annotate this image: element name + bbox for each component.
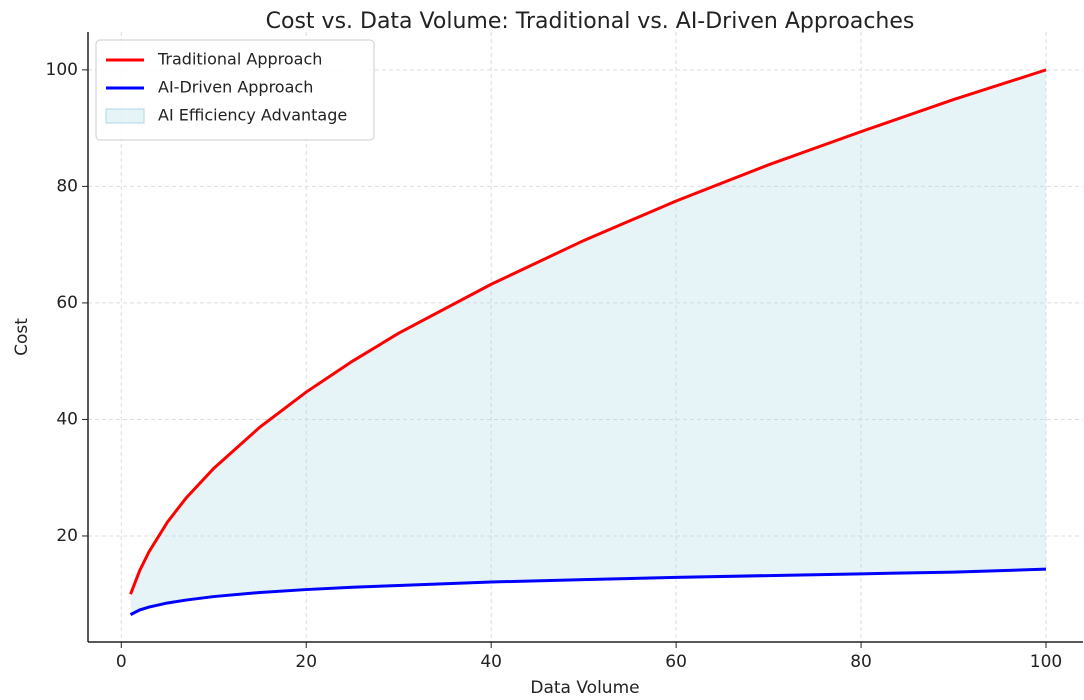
x-tick-label: 60 [665,652,687,672]
x-tick-label: 20 [295,652,317,672]
x-tick-label: 0 [116,652,127,672]
legend-label: Traditional Approach [157,50,322,69]
chart-title: Cost vs. Data Volume: Traditional vs. AI… [266,9,915,34]
legend-box [95,39,375,141]
x-tick-label: 80 [850,652,872,672]
line [129,567,1047,616]
y-tick-label: 60 [56,293,78,313]
fill-area [130,69,1047,615]
y-tick-label: 80 [56,176,78,196]
y-tick-label: 40 [56,409,78,429]
x-tick-label: 100 [1030,652,1062,672]
y-tick-label: 20 [56,526,78,546]
y-axis-label: Cost [12,318,32,356]
legend-label: AI Efficiency Advantage [158,106,347,125]
line [129,68,1047,595]
y-tick-label: 100 [46,60,78,80]
x-tick-label: 40 [480,652,502,672]
x-axis-label: Data Volume [530,678,639,698]
legend-label: AI-Driven Approach [158,78,313,97]
legend-swatch [105,108,145,124]
